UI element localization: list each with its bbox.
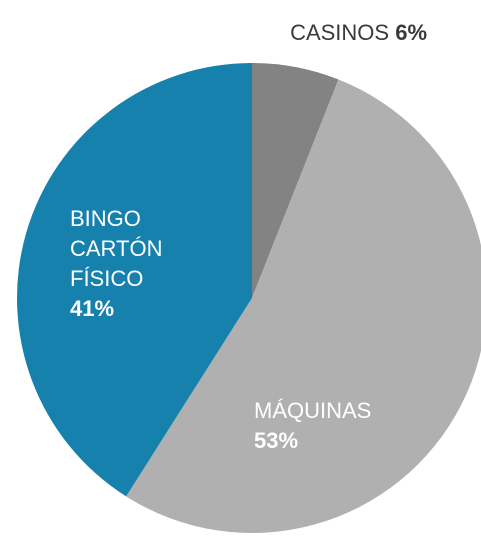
slice-label-0: CASINOS 6% (290, 20, 427, 45)
slice-name-line: FÍSICO (70, 266, 143, 291)
pie-slices (16, 63, 481, 533)
pie-slice-bingo-cartón-físico (16, 63, 253, 497)
slice-percent: 53% (254, 428, 298, 453)
slice-name-line: CARTÓN (70, 236, 163, 261)
slice-percent: 6% (395, 20, 427, 45)
slice-name-line: MÁQUINAS (254, 398, 371, 423)
pie-slice-máquinas (126, 79, 481, 533)
slice-name: CASINOS (290, 20, 395, 45)
pie-slice-casinos (252, 63, 339, 298)
slice-label-1: MÁQUINAS 53% (254, 398, 371, 453)
slice-name-line: BINGO (70, 206, 141, 231)
slice-percent: 41% (70, 296, 114, 321)
slice-label-2: BINGO CARTÓN FÍSICO 41% (70, 206, 163, 321)
pie-labels: CASINOS 6% MÁQUINAS 53% BINGO CARTÓN FÍSICO 41… (70, 20, 427, 453)
